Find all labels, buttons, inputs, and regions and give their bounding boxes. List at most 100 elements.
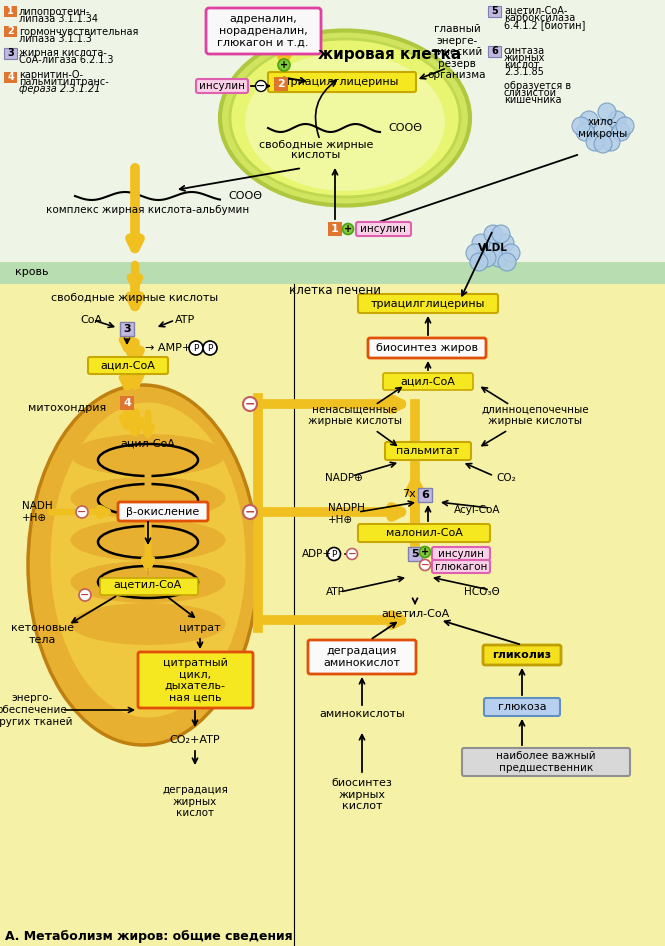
FancyBboxPatch shape: [385, 442, 471, 460]
FancyBboxPatch shape: [308, 640, 416, 674]
Bar: [274, 77, 288, 91]
Text: жирная кислота-: жирная кислота-: [19, 48, 107, 58]
Circle shape: [594, 135, 612, 153]
FancyBboxPatch shape: [356, 222, 411, 236]
Circle shape: [498, 253, 516, 271]
Text: гликолиз: гликолиз: [493, 650, 551, 660]
Text: свободные жирные: свободные жирные: [259, 140, 373, 150]
Circle shape: [346, 549, 358, 559]
Text: глюкагон: глюкагон: [435, 562, 487, 571]
FancyBboxPatch shape: [358, 524, 490, 542]
FancyBboxPatch shape: [484, 698, 560, 716]
Text: ненасыщенные
жирные кислоты: ненасыщенные жирные кислоты: [308, 404, 402, 426]
Text: деградация
жирных
кислот: деградация жирных кислот: [162, 785, 228, 818]
Bar: [488, 46, 501, 57]
Text: ацил-СоА: ацил-СоА: [400, 377, 456, 387]
FancyBboxPatch shape: [483, 645, 561, 665]
Text: Acyl-CoA: Acyl-CoA: [454, 505, 501, 515]
Circle shape: [327, 548, 340, 560]
FancyBboxPatch shape: [432, 560, 490, 573]
Bar: [408, 547, 422, 561]
Circle shape: [420, 559, 430, 570]
Text: СоА: СоА: [80, 315, 102, 325]
FancyBboxPatch shape: [138, 652, 253, 708]
Ellipse shape: [51, 402, 245, 717]
Text: липаза 3.1.1.3: липаза 3.1.1.3: [19, 34, 92, 44]
Text: 5: 5: [411, 549, 419, 559]
Text: клетка печени: клетка печени: [289, 284, 381, 296]
Circle shape: [502, 244, 520, 262]
FancyBboxPatch shape: [358, 294, 498, 313]
Circle shape: [203, 341, 217, 355]
Text: ATP: ATP: [175, 315, 196, 325]
FancyBboxPatch shape: [196, 79, 248, 93]
Text: −: −: [421, 560, 430, 570]
Text: хило-
микроны: хило- микроны: [579, 117, 628, 139]
Text: −: −: [348, 549, 356, 559]
Text: кишечника: кишечника: [504, 95, 561, 105]
Ellipse shape: [70, 561, 225, 603]
Text: инсулин: инсулин: [360, 224, 406, 234]
Text: → AMP+: → AMP+: [145, 343, 192, 353]
Text: фераза 2.3.1.21: фераза 2.3.1.21: [19, 84, 100, 94]
Bar: [4, 26, 17, 37]
Text: COOΘ: COOΘ: [388, 123, 422, 133]
Text: P: P: [194, 343, 199, 353]
FancyBboxPatch shape: [383, 373, 473, 390]
Text: А. Метаболизм жиров: общие сведения: А. Метаболизм жиров: общие сведения: [5, 930, 293, 942]
Text: CO₂: CO₂: [496, 473, 516, 483]
Text: деградация
аминокислот: деградация аминокислот: [323, 646, 400, 668]
Text: триацилглицерины: триацилглицерины: [285, 77, 399, 87]
Text: −: −: [245, 505, 255, 518]
Circle shape: [608, 111, 626, 129]
Text: 6: 6: [421, 490, 429, 500]
FancyBboxPatch shape: [368, 338, 486, 358]
Text: CO₂+ATP: CO₂+ATP: [170, 735, 220, 745]
Text: комплекс жирная кислота-альбумин: комплекс жирная кислота-альбумин: [47, 205, 249, 215]
FancyBboxPatch shape: [118, 502, 208, 521]
Text: кислот: кислот: [504, 60, 539, 70]
Text: пальмитилтранс-: пальмитилтранс-: [19, 77, 109, 87]
Bar: [0, 262, 665, 284]
Text: малонил-СоА: малонил-СоА: [386, 528, 462, 538]
Text: ATP: ATP: [326, 587, 345, 597]
Text: COOΘ: COOΘ: [228, 191, 262, 201]
Text: глюкоза: глюкоза: [497, 702, 547, 712]
Bar: [4, 72, 17, 83]
Text: 1: 1: [7, 7, 14, 16]
Text: −: −: [245, 397, 255, 411]
Circle shape: [580, 111, 598, 129]
Bar: [120, 396, 134, 410]
Circle shape: [420, 547, 430, 557]
Ellipse shape: [70, 519, 225, 561]
Text: карнитин-О-: карнитин-О-: [19, 70, 83, 80]
FancyBboxPatch shape: [88, 357, 168, 374]
Circle shape: [472, 234, 490, 252]
Circle shape: [243, 505, 257, 519]
Text: 7x: 7x: [402, 489, 416, 499]
Ellipse shape: [70, 477, 225, 519]
FancyBboxPatch shape: [462, 748, 630, 776]
Text: −: −: [80, 590, 90, 600]
Text: +: +: [344, 224, 352, 234]
Circle shape: [243, 397, 257, 411]
Circle shape: [189, 341, 203, 355]
Circle shape: [76, 506, 88, 518]
Text: 2.3.1.85: 2.3.1.85: [504, 67, 544, 77]
Text: слизистой: слизистой: [504, 88, 557, 98]
Bar: [488, 6, 501, 17]
Circle shape: [594, 119, 612, 137]
Bar: [4, 48, 17, 59]
Text: −: −: [256, 81, 266, 91]
Text: биосинтез
жирных
кислот: биосинтез жирных кислот: [332, 778, 392, 812]
Circle shape: [616, 117, 634, 135]
Text: 6: 6: [491, 46, 498, 57]
Text: синтаза: синтаза: [504, 46, 545, 56]
Text: энерго-
обеспечение
других тканей: энерго- обеспечение других тканей: [0, 693, 72, 727]
Text: гормончувствительная: гормончувствительная: [19, 27, 138, 37]
Text: карбоксилаза: карбоксилаза: [504, 13, 575, 23]
Text: жировая клетка: жировая клетка: [319, 47, 462, 62]
Text: 2: 2: [277, 79, 285, 89]
Text: 4: 4: [123, 398, 131, 408]
Circle shape: [484, 239, 502, 257]
